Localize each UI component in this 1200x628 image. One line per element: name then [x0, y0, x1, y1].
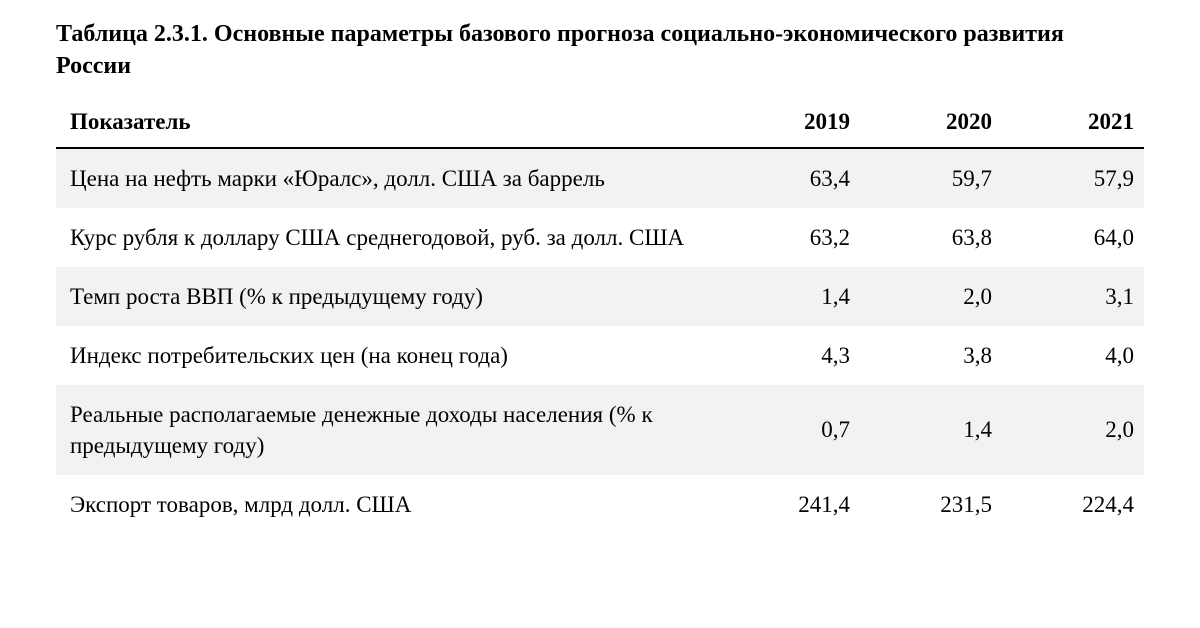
table-row: Цена на нефть марки «Юралс», долл. США з…	[56, 148, 1144, 208]
header-indicator: Показатель	[56, 97, 718, 148]
row-label: Курс рубля к доллару США среднегодовой, …	[56, 208, 718, 267]
header-year-2: 2021	[1002, 97, 1144, 148]
table-body: Цена на нефть марки «Юралс», долл. США з…	[56, 148, 1144, 534]
row-value: 224,4	[1002, 475, 1144, 534]
row-value: 0,7	[718, 385, 860, 475]
row-value: 57,9	[1002, 148, 1144, 208]
row-value: 59,7	[860, 148, 1002, 208]
row-value: 2,0	[1002, 385, 1144, 475]
table-row: Индекс потребительских цен (на конец год…	[56, 326, 1144, 385]
table-row: Реальные располагаемые денежные доходы н…	[56, 385, 1144, 475]
table-row: Темп роста ВВП (% к предыдущему году)1,4…	[56, 267, 1144, 326]
row-value: 63,8	[860, 208, 1002, 267]
row-label: Реальные располагаемые денежные доходы н…	[56, 385, 718, 475]
row-value: 231,5	[860, 475, 1002, 534]
table-header-row: Показатель 2019 2020 2021	[56, 97, 1144, 148]
row-value: 1,4	[718, 267, 860, 326]
row-value: 2,0	[860, 267, 1002, 326]
row-value: 64,0	[1002, 208, 1144, 267]
row-value: 4,0	[1002, 326, 1144, 385]
row-value: 3,8	[860, 326, 1002, 385]
header-year-0: 2019	[718, 97, 860, 148]
row-value: 4,3	[718, 326, 860, 385]
row-value: 63,4	[718, 148, 860, 208]
forecast-table: Показатель 2019 2020 2021 Цена на нефть …	[56, 97, 1144, 534]
row-value: 1,4	[860, 385, 1002, 475]
page: Таблица 2.3.1. Основные параметры базово…	[0, 0, 1200, 534]
row-value: 63,2	[718, 208, 860, 267]
row-label: Индекс потребительских цен (на конец год…	[56, 326, 718, 385]
header-year-1: 2020	[860, 97, 1002, 148]
row-value: 3,1	[1002, 267, 1144, 326]
table-row: Курс рубля к доллару США среднегодовой, …	[56, 208, 1144, 267]
row-label: Темп роста ВВП (% к предыдущему году)	[56, 267, 718, 326]
row-label: Цена на нефть марки «Юралс», долл. США з…	[56, 148, 718, 208]
table-caption: Таблица 2.3.1. Основные параметры базово…	[56, 18, 1144, 83]
row-value: 241,4	[718, 475, 860, 534]
table-row: Экспорт товаров, млрд долл. США241,4231,…	[56, 475, 1144, 534]
row-label: Экспорт товаров, млрд долл. США	[56, 475, 718, 534]
